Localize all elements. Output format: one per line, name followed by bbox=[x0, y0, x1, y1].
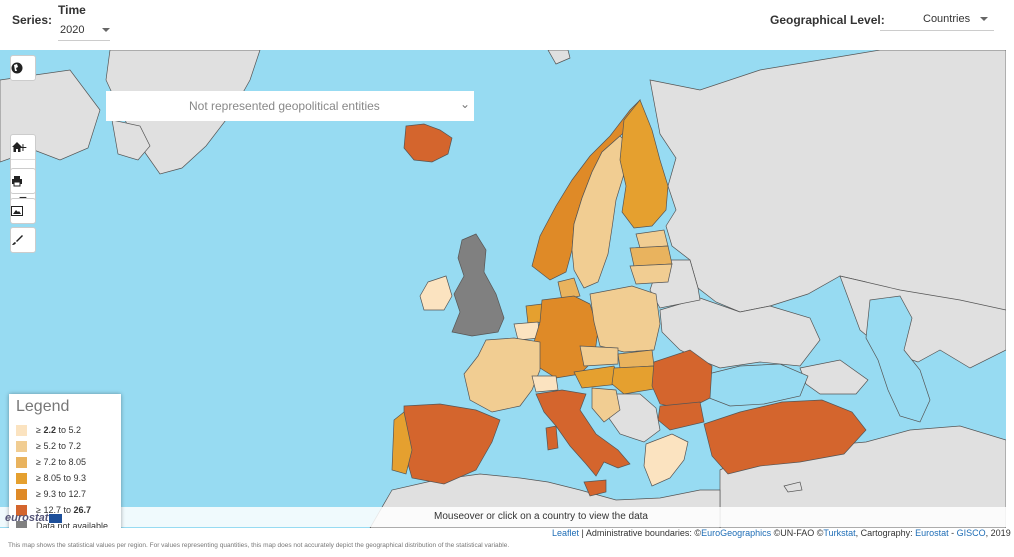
eurostat-brand: eurostat bbox=[5, 512, 49, 524]
legend-swatch bbox=[16, 489, 27, 500]
top-bar: Series: Time 2020 Geographical Level: Co… bbox=[0, 0, 1014, 50]
eurogeographics-link[interactable]: EuroGeographics bbox=[701, 528, 772, 538]
geo-level-value: Countries bbox=[923, 13, 971, 25]
region-iceland bbox=[403, 123, 453, 163]
legend-label: Data not available bbox=[36, 521, 109, 528]
region-caspian bbox=[865, 295, 931, 423]
time-select[interactable]: 2020 bbox=[58, 22, 110, 41]
region-baffin bbox=[111, 119, 151, 161]
attrib-text-3: © bbox=[814, 528, 824, 538]
image-icon bbox=[11, 206, 23, 216]
region-sweden bbox=[571, 135, 631, 289]
legend-label: ≥ 7.2 to 8.05 bbox=[36, 457, 87, 467]
attribution: Leaflet | Administrative boundaries: ©Eu… bbox=[552, 528, 1011, 538]
legend-title: Legend bbox=[16, 398, 70, 415]
region-finland bbox=[619, 99, 669, 229]
legend-swatch bbox=[16, 425, 27, 436]
geo-level-select[interactable]: Countries bbox=[880, 10, 994, 31]
region-sicily bbox=[583, 479, 607, 497]
region-estonia bbox=[635, 229, 669, 249]
region-portugal bbox=[391, 411, 413, 475]
legend-label: ≥ 8.05 to 9.3 bbox=[36, 473, 87, 483]
region-ireland bbox=[419, 275, 453, 311]
region-czechia bbox=[579, 345, 619, 367]
zoom-out-button[interactable]: − bbox=[11, 185, 35, 209]
turkstat-link[interactable]: Turkstat bbox=[823, 528, 856, 538]
region-poland bbox=[589, 285, 661, 353]
time-control: Time 2020 bbox=[58, 3, 110, 41]
legend-label: ≥ 12.7 to 26.7 bbox=[36, 505, 92, 515]
plus-icon: + bbox=[18, 139, 28, 155]
attrib-text-5: - bbox=[948, 528, 957, 538]
region-italy bbox=[535, 389, 631, 477]
leaflet-link[interactable]: Leaflet bbox=[552, 528, 580, 538]
region-bulgaria bbox=[657, 401, 705, 431]
region-lithuania bbox=[629, 263, 673, 285]
not-represented-bar[interactable]: Not represented geopolitical entities ⌄ bbox=[106, 91, 474, 121]
zoom-in-button[interactable]: + bbox=[11, 135, 35, 160]
image-export-button[interactable] bbox=[10, 198, 36, 224]
time-label: Time bbox=[58, 3, 86, 17]
attrib-text-6: , 2019 bbox=[985, 528, 1011, 538]
region-latvia bbox=[629, 245, 673, 267]
region-croatia bbox=[591, 387, 621, 423]
eu-flag-icon bbox=[49, 513, 63, 523]
not-represented-label: Not represented geopolitical entities bbox=[189, 99, 380, 113]
legend-swatch bbox=[16, 441, 27, 452]
gisco-link[interactable]: GISCO bbox=[956, 528, 986, 538]
region-ukraine bbox=[659, 297, 821, 369]
region-black-sea bbox=[699, 363, 809, 407]
legend-swatch bbox=[16, 521, 27, 528]
chevron-down-icon bbox=[102, 28, 110, 32]
info-bar: Mouseover or click on a country to view … bbox=[0, 507, 1006, 527]
globe-icon bbox=[11, 62, 23, 74]
map-svg[interactable] bbox=[0, 50, 1006, 528]
mouseover-hint: Mouseover or click on a country to view … bbox=[434, 511, 648, 522]
paintbrush-icon bbox=[12, 235, 23, 245]
region-greece bbox=[643, 433, 689, 487]
globe-button[interactable] bbox=[10, 55, 36, 81]
legend-label: ≥ 9.3 to 12.7 bbox=[36, 489, 87, 499]
region-uk bbox=[451, 233, 505, 337]
map-canvas[interactable]: Not represented geopolitical entities ⌄ … bbox=[0, 50, 1006, 528]
attrib-text-1: | Administrative boundaries: © bbox=[579, 528, 702, 538]
region-svalbard bbox=[547, 50, 571, 65]
style-button[interactable] bbox=[10, 227, 36, 253]
disclaimer: This map shows the statistical values pe… bbox=[8, 542, 510, 549]
unfao-text: UN-FAO bbox=[780, 528, 815, 538]
legend-swatch bbox=[16, 473, 27, 484]
attrib-text-2: © bbox=[771, 528, 781, 538]
chevron-down-icon bbox=[980, 17, 988, 21]
region-hungary bbox=[611, 365, 661, 395]
region-slovakia bbox=[617, 349, 655, 369]
eurostat-logo: eurostat bbox=[5, 512, 63, 524]
legend: Legend ≥ 2.2 to 5.2 ≥ 5.2 to 7.2 ≥ 7.2 to … bbox=[9, 394, 121, 528]
region-netherlands bbox=[525, 303, 543, 325]
legend-swatch bbox=[16, 505, 27, 516]
region-turkey bbox=[703, 399, 867, 475]
attrib-text-4: , Cartography: bbox=[855, 528, 916, 538]
chevron-down-icon: ⌄ bbox=[459, 97, 470, 111]
minus-icon: − bbox=[18, 189, 28, 205]
geo-level-label: Geographical Level: bbox=[770, 13, 885, 27]
eurostat-link[interactable]: Eurostat bbox=[915, 528, 949, 538]
region-france bbox=[463, 337, 541, 413]
region-switzerland bbox=[531, 375, 559, 393]
legend-swatch bbox=[16, 457, 27, 468]
legend-label: ≥ 5.2 to 7.2 bbox=[36, 441, 81, 451]
region-sardinia bbox=[545, 425, 559, 451]
legend-label: ≥ 2.2 to 5.2 bbox=[36, 425, 81, 435]
region-spain bbox=[403, 403, 501, 485]
region-caucasus bbox=[799, 359, 869, 395]
region-cyprus bbox=[783, 481, 803, 493]
time-select-value: 2020 bbox=[60, 24, 85, 36]
home-icon bbox=[12, 142, 22, 152]
region-russia bbox=[649, 50, 1006, 351]
print-button[interactable] bbox=[10, 168, 36, 194]
printer-icon bbox=[12, 176, 22, 187]
region-denmark bbox=[557, 277, 581, 301]
series-label: Series: bbox=[12, 13, 53, 27]
